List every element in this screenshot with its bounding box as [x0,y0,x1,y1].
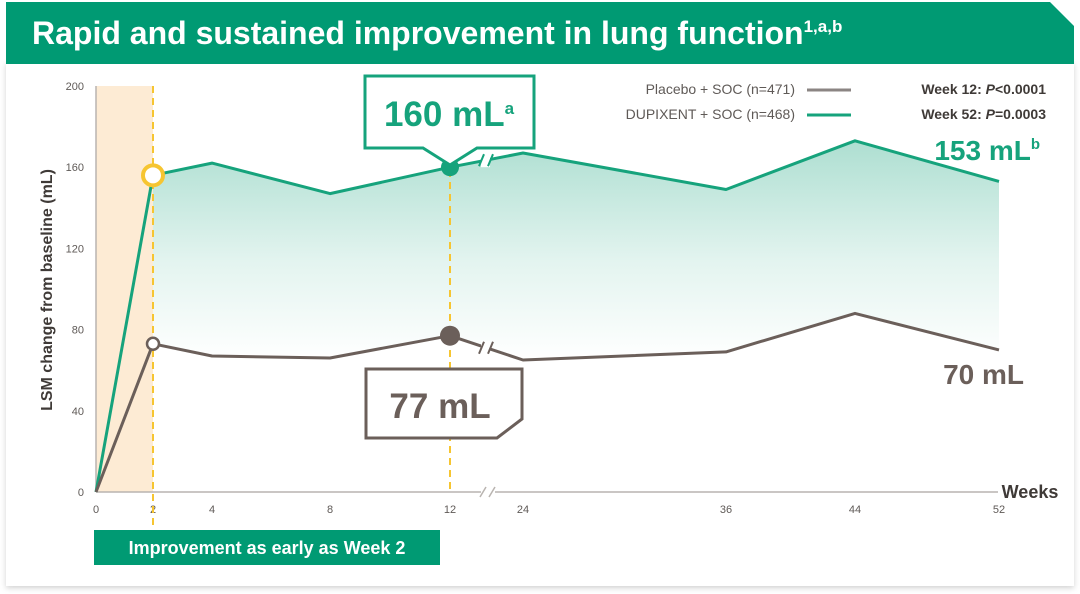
header-banner [6,2,1074,64]
y-tick-label: 200 [66,81,84,93]
chart-title: Rapid and sustained improvement in lung … [32,15,842,51]
placebo-week2-marker [145,336,161,352]
callout-placebo-week12: 77 mL [364,367,524,440]
x-tick-label: 0 [93,504,99,516]
series-break-mark [478,153,494,167]
callout-dupixent-week12-box [363,74,536,167]
treatment-gap-area [153,140,999,360]
placebo-week52-label: 70 mL [943,359,1024,390]
callout-placebo-week12-text: 77 mL [389,387,490,426]
area-layer [153,140,999,360]
x-tick-label: 52 [993,504,1005,516]
callout-dupixent-week12: 160 mLa [363,74,536,167]
dupixent-week52-label: 153 mLb [934,135,1040,166]
legend-week52-pvalue: Week 52: P=0.0003 [921,106,1046,122]
y-tick-label: 120 [66,243,84,255]
x-axis-break [479,486,496,498]
early-improvement-badge-bg [94,530,440,565]
y-tick-label: 80 [72,325,84,337]
y-tick-label: 160 [66,162,84,174]
series-break-gap [481,340,490,355]
early-improvement-badge-label: Improvement as early as Week 2 [129,538,406,558]
callout-dupixent-week12-text: 160 mLa [384,95,515,134]
x-tick-label: 4 [209,504,215,516]
y-tick-label: 0 [78,487,84,499]
x-tick-label: 12 [444,504,456,516]
y-axis-label: LSM change from baseline (mL) [39,169,56,411]
legend-dupixent-label: DUPIXENT + SOC (n=468) [626,106,795,122]
early-improvement-badge: Improvement as early as Week 2 [94,530,440,565]
early-band-layer [96,86,153,492]
axis-layer: 0408012016020002481224364452 [66,81,1005,516]
placebo-week12-marker [440,325,460,346]
y-tick-label: 40 [72,406,84,418]
x-tick-label: 36 [720,504,732,516]
legend-week12-pvalue: Week 12: P<0.0001 [921,81,1046,97]
x-tick-label: 24 [517,504,529,516]
legend: Placebo + SOC (n=471) DUPIXENT + SOC (n=… [626,81,1047,122]
early-improvement-band [96,86,153,492]
legend-placebo-label: Placebo + SOC (n=471) [646,81,795,97]
dupixent-week2-marker [141,163,165,188]
series-break-gap [481,153,490,168]
callout-placebo-week12-box [364,367,524,440]
marker-layer [141,158,460,352]
x-tick-label: 8 [327,504,333,516]
x-axis-label: Weeks [1002,482,1059,502]
series-break-mark [478,341,494,355]
x-tick-label: 44 [849,504,861,516]
